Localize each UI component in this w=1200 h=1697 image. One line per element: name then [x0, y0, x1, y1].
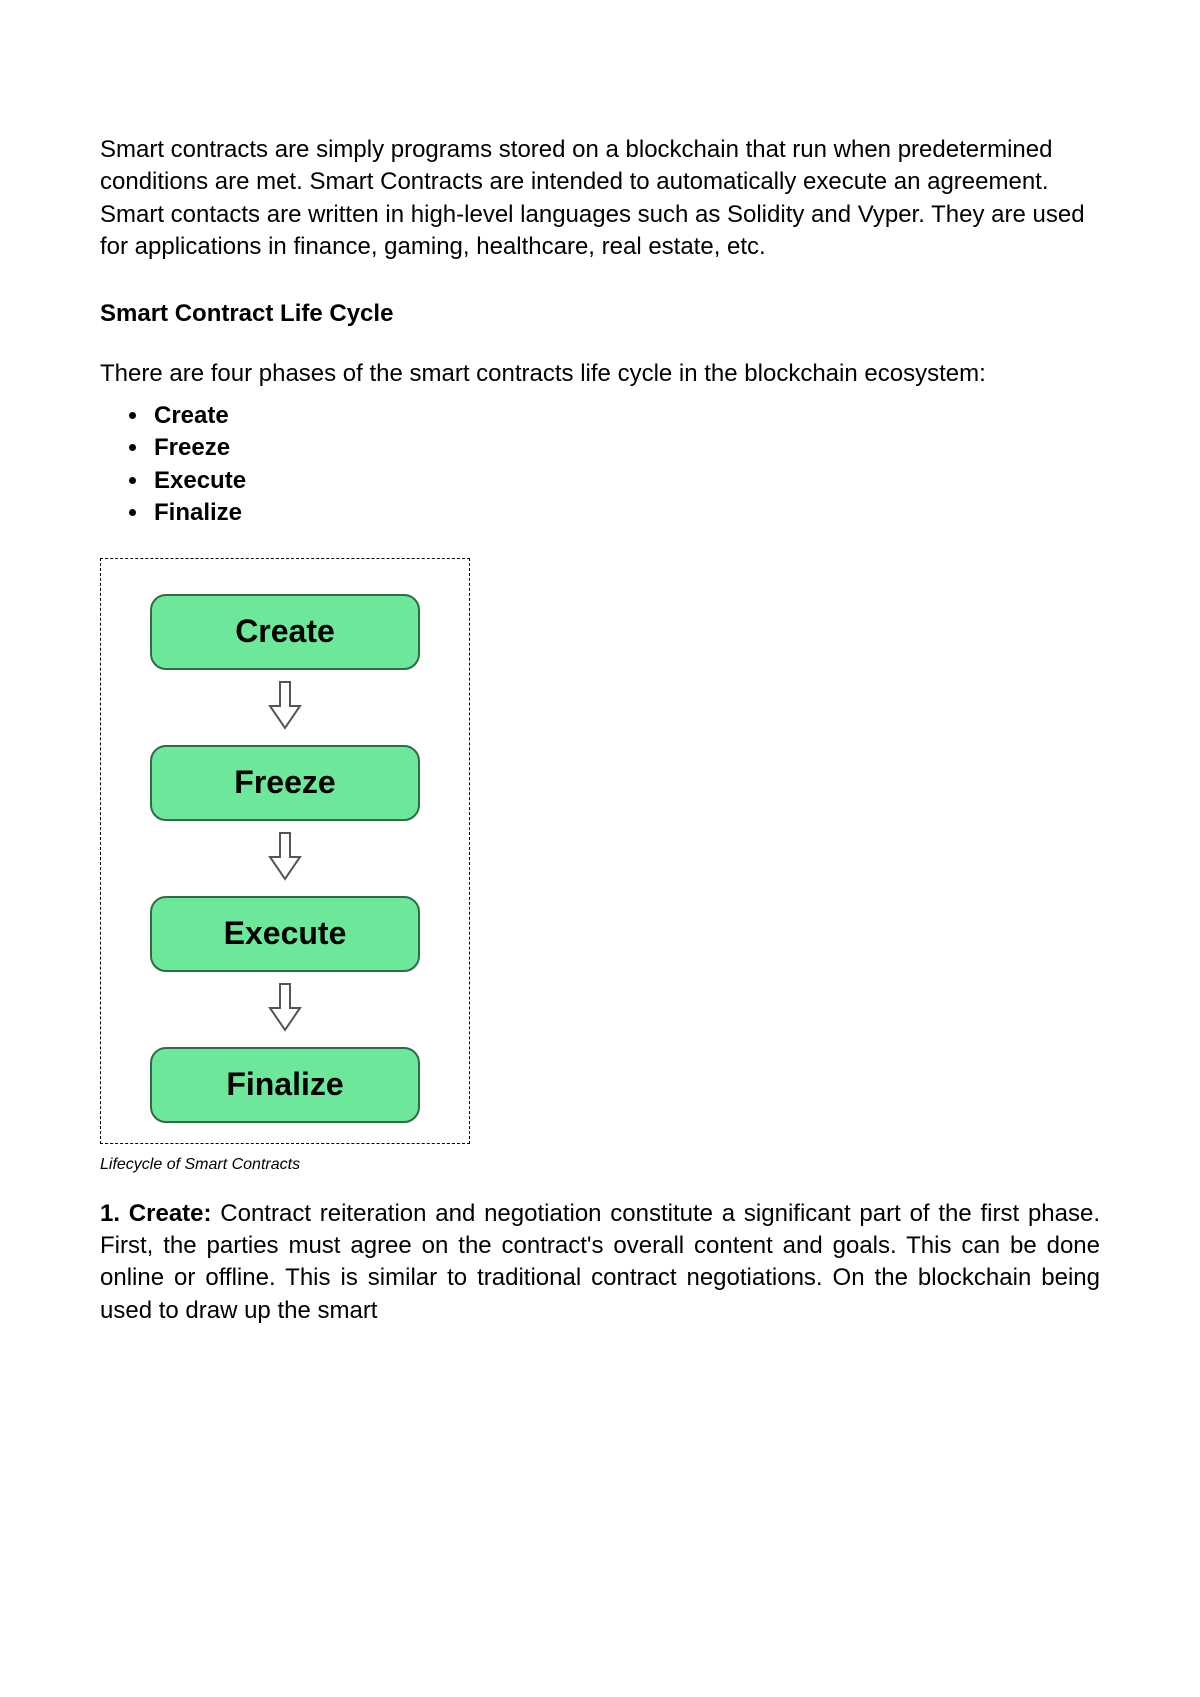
lifecycle-diagram: Create Freeze Execute Finalize: [100, 558, 470, 1144]
phase-item: Finalize: [150, 497, 1100, 529]
stage-freeze: Freeze: [150, 745, 420, 821]
stage-execute: Execute: [150, 896, 420, 972]
section-heading: Smart Contract Life Cycle: [100, 300, 1100, 328]
document-page: Smart contracts are simply programs stor…: [0, 0, 1200, 1411]
phases-intro: There are four phases of the smart contr…: [100, 358, 1100, 390]
intro-paragraph: Smart contracts are simply programs stor…: [100, 134, 1100, 264]
down-arrow-icon: [267, 831, 303, 886]
phase-item: Execute: [150, 465, 1100, 497]
detail-body: Contract reiteration and negotiation con…: [100, 1200, 1100, 1324]
detail-paragraph: 1. Create: Contract reiteration and nego…: [100, 1198, 1100, 1328]
down-arrow-icon: [267, 982, 303, 1037]
detail-lead: 1. Create:: [100, 1200, 220, 1227]
phase-item: Create: [150, 400, 1100, 432]
diagram-caption: Lifecycle of Smart Contracts: [100, 1156, 1100, 1174]
phase-item: Freeze: [150, 432, 1100, 464]
phase-list: Create Freeze Execute Finalize: [100, 400, 1100, 530]
down-arrow-icon: [267, 680, 303, 735]
stage-finalize: Finalize: [150, 1047, 420, 1123]
stage-create: Create: [150, 594, 420, 670]
